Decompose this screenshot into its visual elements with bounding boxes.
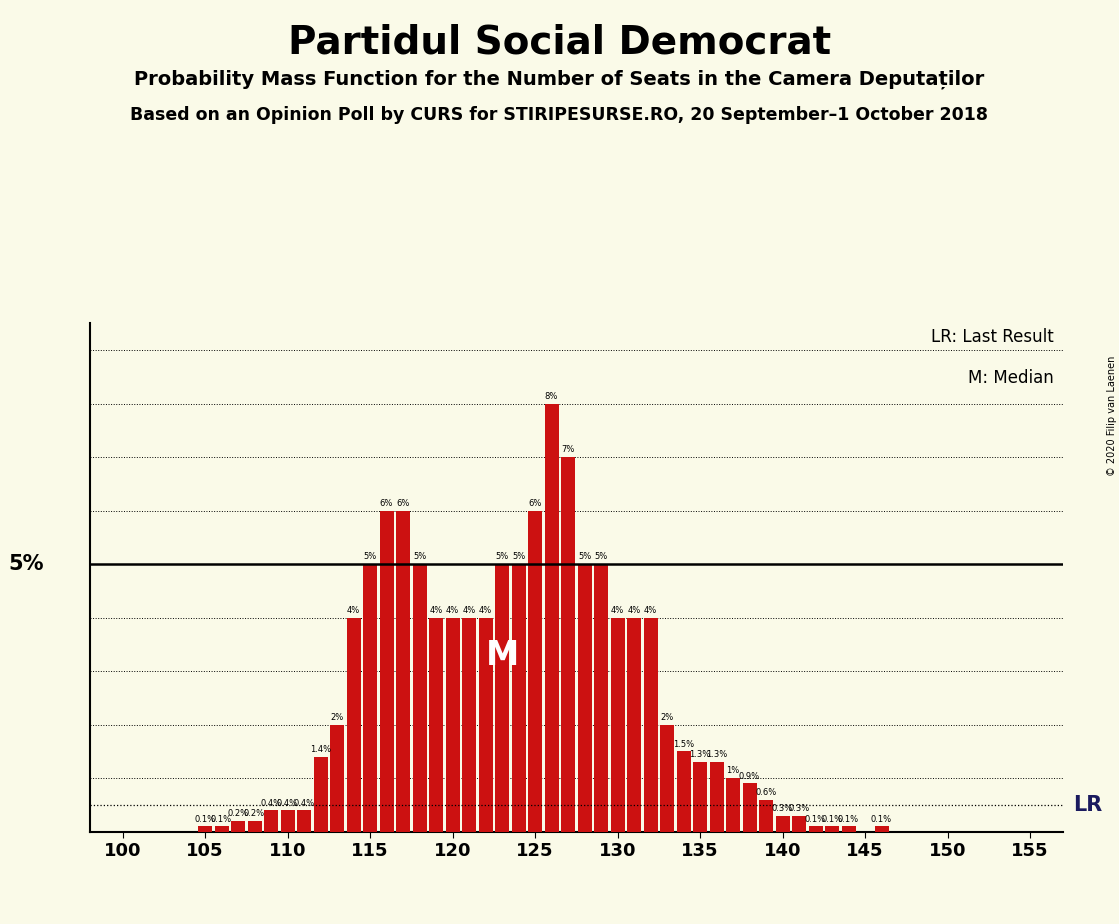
Text: 8%: 8%	[545, 392, 558, 401]
Text: 5%: 5%	[594, 553, 608, 562]
Text: 4%: 4%	[479, 606, 492, 615]
Text: 0.6%: 0.6%	[755, 788, 777, 796]
Text: 0.4%: 0.4%	[278, 798, 298, 808]
Bar	[743, 784, 756, 832]
Text: 0.2%: 0.2%	[227, 809, 248, 819]
Bar	[660, 724, 674, 832]
Bar	[643, 617, 658, 832]
Text: 0.4%: 0.4%	[293, 798, 314, 808]
Bar	[462, 617, 476, 832]
Text: Based on an Opinion Poll by CURS for STIRIPESURSE.RO, 20 September–1 October 201: Based on an Opinion Poll by CURS for STI…	[131, 106, 988, 124]
Text: Partidul Social Democrat: Partidul Social Democrat	[288, 23, 831, 61]
Text: 5%: 5%	[364, 553, 377, 562]
Text: 0.3%: 0.3%	[772, 804, 793, 813]
Text: 6%: 6%	[396, 499, 410, 508]
Text: © 2020 Filip van Laenen: © 2020 Filip van Laenen	[1107, 356, 1117, 476]
Bar	[825, 826, 839, 832]
Bar	[413, 565, 426, 832]
Text: 4%: 4%	[430, 606, 443, 615]
Text: 5%: 5%	[9, 554, 44, 574]
Text: 0.1%: 0.1%	[871, 815, 892, 823]
Bar	[627, 617, 641, 832]
Bar	[775, 816, 790, 832]
Text: M: M	[486, 638, 519, 672]
Bar	[479, 617, 492, 832]
Text: 2%: 2%	[330, 713, 344, 722]
Text: 4%: 4%	[643, 606, 657, 615]
Bar	[792, 816, 806, 832]
Text: 0.4%: 0.4%	[261, 798, 282, 808]
Text: 0.1%: 0.1%	[821, 815, 843, 823]
Bar	[611, 617, 624, 832]
Bar	[363, 565, 377, 832]
Bar	[726, 778, 740, 832]
Bar	[264, 810, 278, 832]
Bar	[809, 826, 822, 832]
Bar	[379, 511, 394, 832]
Bar	[709, 762, 724, 832]
Bar	[247, 821, 262, 832]
Bar	[875, 826, 888, 832]
Text: 0.2%: 0.2%	[244, 809, 265, 819]
Bar	[594, 565, 608, 832]
Text: 1.3%: 1.3%	[689, 750, 711, 760]
Text: 4%: 4%	[628, 606, 641, 615]
Bar	[495, 565, 509, 832]
Text: 6%: 6%	[528, 499, 542, 508]
Bar	[545, 404, 558, 832]
Text: 0.9%: 0.9%	[739, 772, 760, 781]
Bar	[281, 810, 294, 832]
Text: 2%: 2%	[660, 713, 674, 722]
Text: 5%: 5%	[413, 553, 426, 562]
Bar	[759, 799, 773, 832]
Text: 0.1%: 0.1%	[195, 815, 216, 823]
Text: 0.1%: 0.1%	[211, 815, 232, 823]
Text: 5%: 5%	[511, 553, 525, 562]
Text: 1.4%: 1.4%	[310, 745, 331, 754]
Bar	[231, 821, 245, 832]
Text: 1.3%: 1.3%	[706, 750, 727, 760]
Bar	[396, 511, 410, 832]
Text: LR: LR	[1073, 795, 1102, 815]
Text: 4%: 4%	[462, 606, 476, 615]
Bar	[561, 457, 575, 832]
Text: 5%: 5%	[496, 553, 509, 562]
Bar	[841, 826, 856, 832]
Text: 7%: 7%	[562, 445, 575, 455]
Bar	[511, 565, 526, 832]
Text: 1%: 1%	[726, 766, 740, 775]
Text: 0.3%: 0.3%	[789, 804, 810, 813]
Text: 0.1%: 0.1%	[838, 815, 859, 823]
Text: 4%: 4%	[611, 606, 624, 615]
Bar	[198, 826, 211, 832]
Text: 1.5%: 1.5%	[673, 740, 694, 748]
Bar	[297, 810, 311, 832]
Text: M: Median: M: Median	[968, 369, 1053, 387]
Text: 0.1%: 0.1%	[805, 815, 826, 823]
Bar	[429, 617, 443, 832]
Bar	[445, 617, 460, 832]
Bar	[347, 617, 360, 832]
Bar	[528, 511, 542, 832]
Bar	[215, 826, 228, 832]
Bar	[693, 762, 707, 832]
Text: 4%: 4%	[347, 606, 360, 615]
Bar	[577, 565, 592, 832]
Bar	[677, 751, 690, 832]
Bar	[330, 724, 344, 832]
Bar	[313, 757, 328, 832]
Text: 6%: 6%	[379, 499, 393, 508]
Text: 4%: 4%	[445, 606, 459, 615]
Text: LR: Last Result: LR: Last Result	[931, 328, 1053, 346]
Text: 5%: 5%	[577, 553, 591, 562]
Text: Probability Mass Function for the Number of Seats in the Camera Deputaților: Probability Mass Function for the Number…	[134, 69, 985, 89]
